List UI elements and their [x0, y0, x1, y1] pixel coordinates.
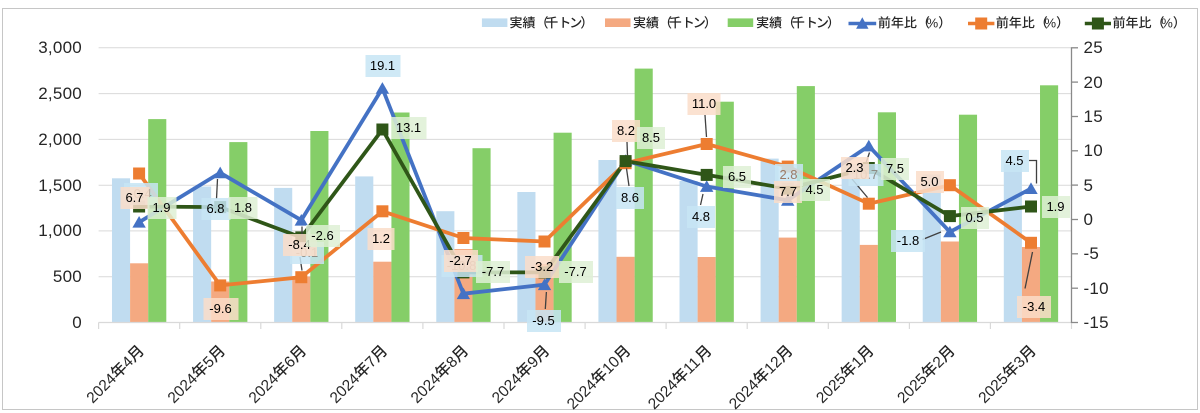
svg-text:2025: 2025 — [894, 370, 930, 406]
svg-text:2024: 2024 — [489, 370, 526, 407]
svg-text:11: 11 — [680, 354, 703, 377]
svg-text:2024: 2024 — [246, 370, 283, 407]
svg-text:%: % — [1045, 15, 1057, 30]
svg-text:2024: 2024 — [84, 370, 121, 407]
svg-text:2024: 2024 — [564, 376, 601, 413]
svg-text:2025: 2025 — [813, 370, 849, 406]
svg-text:%: % — [1161, 15, 1173, 30]
svg-text:%: % — [927, 15, 939, 30]
svg-text:2025: 2025 — [975, 370, 1011, 406]
svg-text:2024: 2024 — [408, 370, 445, 407]
svg-text:2024: 2024 — [645, 376, 682, 413]
svg-text:2024: 2024 — [726, 376, 763, 413]
svg-text:2024: 2024 — [327, 370, 364, 407]
svg-text:2024: 2024 — [165, 370, 202, 407]
